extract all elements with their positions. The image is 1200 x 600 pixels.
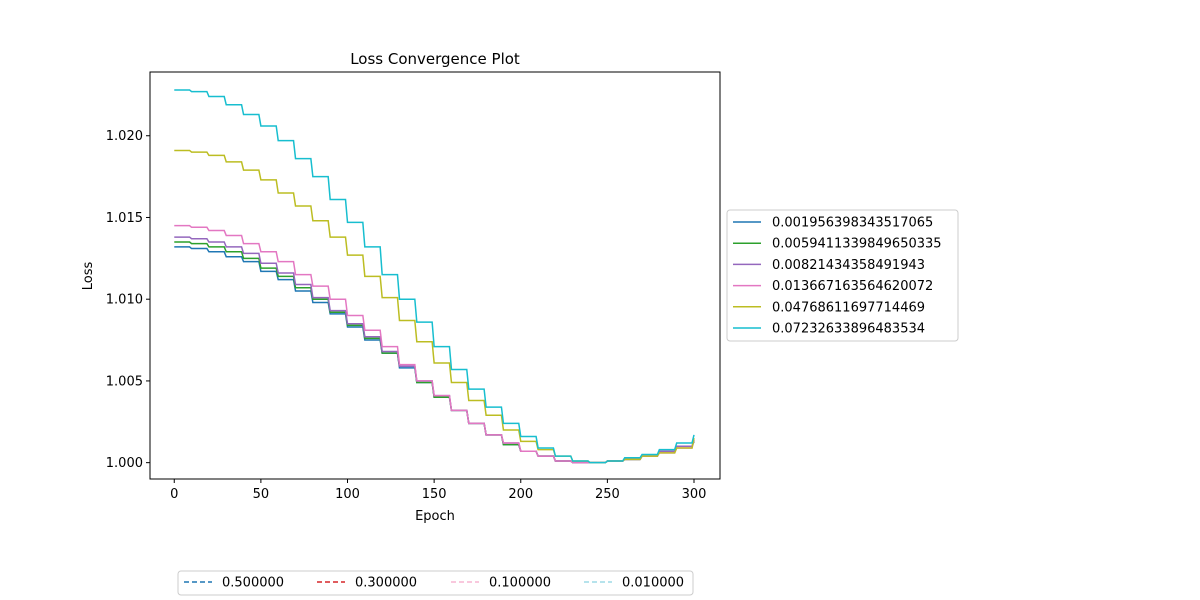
x-tick-label: 50 [253,487,270,502]
reference-legend-label: 0.010000 [622,576,684,591]
reference-legend-label: 0.100000 [489,576,551,591]
reference-legend-frame [177,570,694,596]
series-legend-label: 0.001956398343517065 [772,216,933,231]
y-axis: 1.000 1.005 1.010 1.015 1.020 [106,129,150,471]
y-tick-label: 1.020 [106,129,143,144]
series-legend-label: 0.07232633896483534 [772,322,925,337]
x-tick-label: 0 [170,487,178,502]
series-line-6 [174,89,695,464]
series-legend: 0.001956398343517065 0.005941133984965033… [726,209,959,342]
plot-lines [174,89,695,464]
reference-legend-label: 0.500000 [222,576,284,591]
x-tick-label: 200 [508,487,533,502]
y-tick-label: 1.010 [106,293,143,308]
chart-title: Loss Convergence Plot [350,50,520,68]
series-legend-label: 0.0059411339849650335 [772,237,942,252]
x-tick-label: 250 [595,487,620,502]
plot-area-frame [149,71,721,480]
x-axis-label: Epoch [415,509,455,524]
reference-legend-items: 0.500000 0.300000 0.100000 0.010000 [184,576,684,591]
y-axis-label: Loss [81,262,96,291]
y-tick-label: 1.015 [106,211,143,226]
y-tick-label: 1.005 [106,374,143,389]
series-legend-frame [726,209,959,342]
x-axis: 0 50 100 150 200 250 300 [170,479,706,502]
x-tick-label: 150 [422,487,447,502]
reference-legend-label: 0.300000 [355,576,417,591]
x-tick-label: 100 [335,487,360,502]
series-legend-label: 0.00821434358491943 [772,258,925,273]
x-tick-label: 300 [682,487,707,502]
reference-legend: 0.500000 0.300000 0.100000 0.010000 [177,570,694,596]
series-legend-label: 0.04768611697714469 [772,300,925,315]
series-legend-items: 0.001956398343517065 0.005941133984965033… [733,216,942,337]
y-tick-label: 1.000 [106,456,143,471]
series-legend-label: 0.013667163564620072 [772,279,933,294]
